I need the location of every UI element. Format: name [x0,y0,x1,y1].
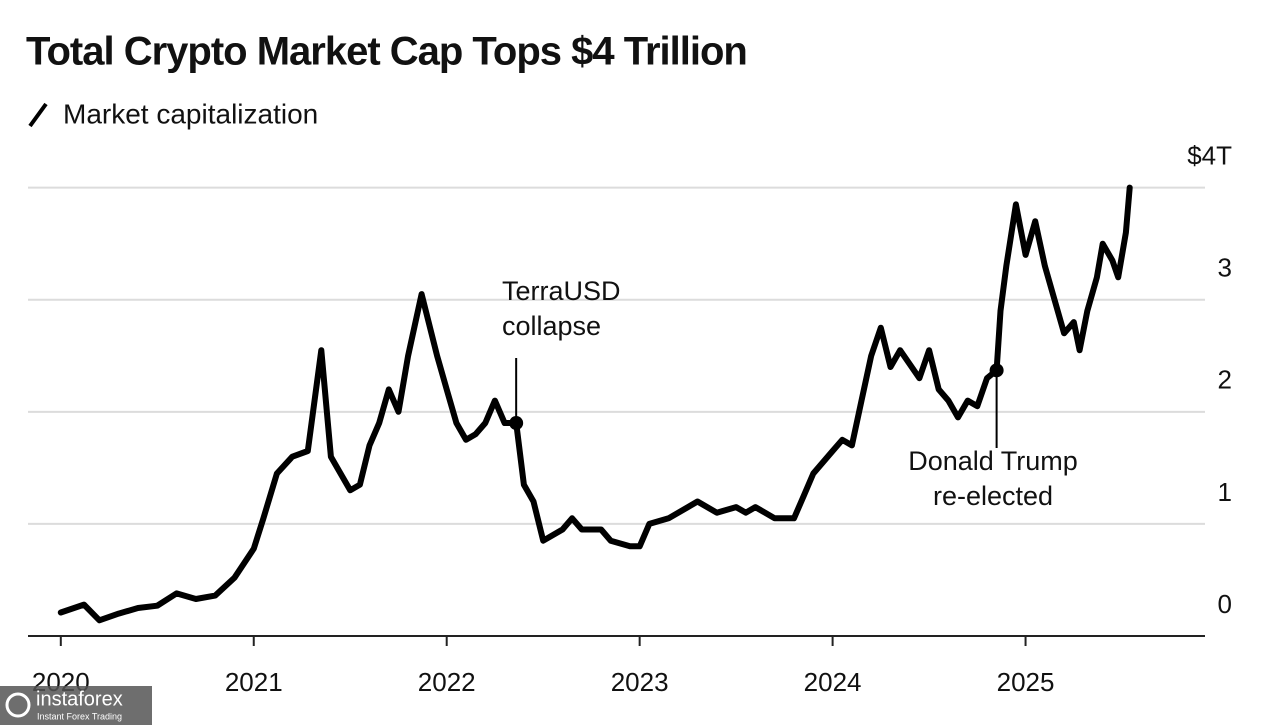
watermark-bg [0,686,152,725]
x-tick-label: 2021 [225,667,283,697]
y-tick-label: 1 [1218,477,1232,507]
annotation-text: collapse [502,311,601,341]
x-tick-label: 2025 [997,667,1055,697]
y-tick-label: 3 [1218,253,1232,283]
y-tick-label: $4T [1187,141,1232,171]
watermark-tagline: Instant Forex Trading [37,711,122,721]
y-tick-label: 0 [1218,589,1232,619]
annotation-text: TerraUSD [502,276,621,306]
legend-icon [28,102,48,128]
annotation-dot [989,363,1004,378]
y-tick-label: 2 [1218,365,1232,395]
annotation-text: Donald Trump [908,446,1078,476]
x-tick-label: 2023 [611,667,669,697]
x-tick-label: 2024 [804,667,862,697]
annotation-text: re-elected [933,481,1053,511]
annotation-dot [509,416,524,431]
watermark: instaforex Instant Forex Trading [0,686,152,725]
chart-title: Total Crypto Market Cap Tops $4 Trillion [26,30,747,74]
watermark-brand: instaforex [36,688,123,710]
x-tick-label: 2022 [418,667,476,697]
watermark-logo [5,692,31,718]
legend-label: Market capitalization [63,98,318,129]
line-series [57,184,1133,624]
